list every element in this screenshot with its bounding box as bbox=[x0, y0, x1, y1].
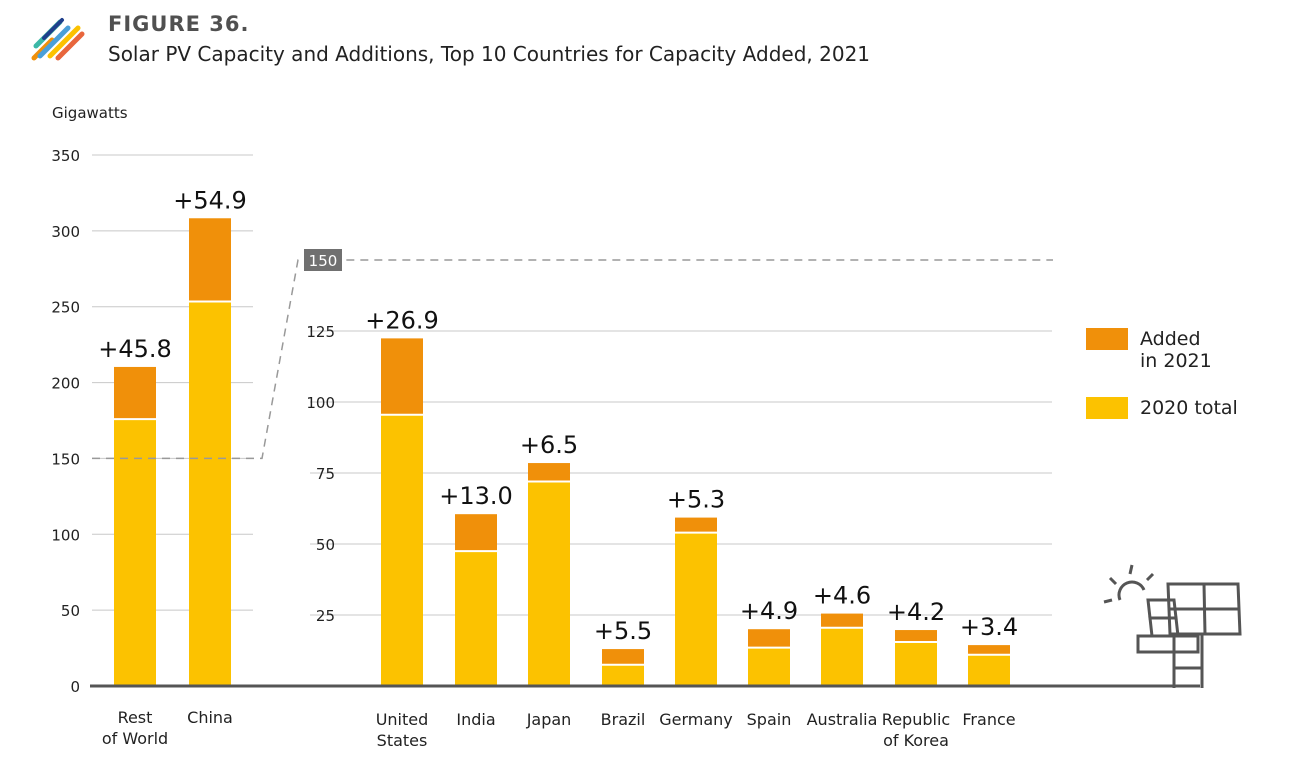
bar-2020-total bbox=[748, 647, 790, 686]
data-label: +4.9 bbox=[740, 597, 798, 625]
y-tick-label: 350 bbox=[51, 147, 80, 165]
y-tick-label: 200 bbox=[51, 375, 80, 393]
bar-2020-total bbox=[821, 627, 863, 686]
bar-added-2021 bbox=[748, 629, 790, 648]
legend-label: 2020 total bbox=[1140, 397, 1238, 419]
figure-title: Solar PV Capacity and Additions, Top 10 … bbox=[108, 42, 871, 66]
y-tick-label: 100 bbox=[51, 526, 80, 544]
bar-added-2021 bbox=[675, 517, 717, 533]
data-label: +6.5 bbox=[520, 431, 578, 459]
legend-label: Added in 2021 bbox=[1140, 328, 1212, 372]
bar-2020-total bbox=[455, 551, 497, 686]
data-label: +4.6 bbox=[813, 582, 871, 610]
bar-added-2021 bbox=[114, 366, 156, 420]
y-tick-label: 250 bbox=[51, 299, 80, 317]
data-label: +3.4 bbox=[960, 613, 1018, 641]
y-tick-label: 150 bbox=[51, 450, 80, 468]
bar-added-2021 bbox=[821, 613, 863, 628]
legend-swatch bbox=[1086, 328, 1128, 350]
data-label: +54.9 bbox=[173, 186, 247, 214]
y-tick-label: 75 bbox=[316, 465, 335, 483]
bar-2020-total bbox=[189, 301, 231, 686]
x-tick-label: Germany bbox=[659, 710, 733, 729]
bar-2020-total bbox=[381, 414, 423, 686]
y-tick-label: 50 bbox=[61, 602, 80, 620]
x-tick-label: China bbox=[187, 708, 233, 727]
x-tick-label: India bbox=[456, 710, 495, 729]
bar-2020-total bbox=[968, 654, 1010, 686]
data-label: +5.5 bbox=[594, 617, 652, 645]
bar-2020-total bbox=[114, 419, 156, 686]
y-axis-title: Gigawatts bbox=[52, 104, 128, 122]
bar-added-2021 bbox=[189, 218, 231, 302]
y-tick-label: 300 bbox=[51, 223, 80, 241]
y-tick-label: 100 bbox=[306, 394, 335, 412]
y-tick-label: 25 bbox=[316, 607, 335, 625]
x-tick-label: Brazil bbox=[601, 710, 646, 729]
data-label: +45.8 bbox=[98, 335, 172, 363]
x-tick-label: Japan bbox=[526, 710, 572, 729]
axis-break-badge bbox=[304, 249, 342, 271]
report-logo-icon bbox=[31, 18, 85, 61]
bar-added-2021 bbox=[968, 645, 1010, 655]
bar-2020-total bbox=[528, 481, 570, 686]
x-tick-label: Australia bbox=[807, 710, 878, 729]
x-tick-label: United States bbox=[376, 710, 429, 750]
y-tick-label: 125 bbox=[306, 323, 335, 341]
axis-break-connector bbox=[92, 259, 1053, 460]
x-tick-label: Spain bbox=[747, 710, 792, 729]
bar-added-2021 bbox=[381, 338, 423, 415]
x-tick-label: France bbox=[962, 710, 1015, 729]
axis-break-label: 150 bbox=[309, 252, 338, 270]
y-tick-label: 50 bbox=[316, 536, 335, 554]
solar-panel-icon bbox=[1103, 564, 1242, 688]
figure-label: FIGURE 36. bbox=[108, 12, 250, 36]
bar-2020-total bbox=[675, 532, 717, 686]
data-label: +26.9 bbox=[365, 306, 439, 334]
bar-added-2021 bbox=[895, 630, 937, 642]
bar-2020-total bbox=[895, 641, 937, 686]
bar-2020-total bbox=[602, 664, 644, 686]
x-tick-label: Rest of World bbox=[102, 708, 168, 748]
legend-swatch bbox=[1086, 397, 1128, 419]
data-label: +4.2 bbox=[887, 598, 945, 626]
x-tick-label: Republic of Korea bbox=[882, 710, 950, 750]
bar-added-2021 bbox=[602, 649, 644, 665]
data-label: +5.3 bbox=[667, 486, 725, 514]
bar-added-2021 bbox=[455, 514, 497, 552]
data-label: +13.0 bbox=[439, 482, 513, 510]
bar-added-2021 bbox=[528, 463, 570, 482]
y-tick-label: 0 bbox=[70, 678, 80, 696]
